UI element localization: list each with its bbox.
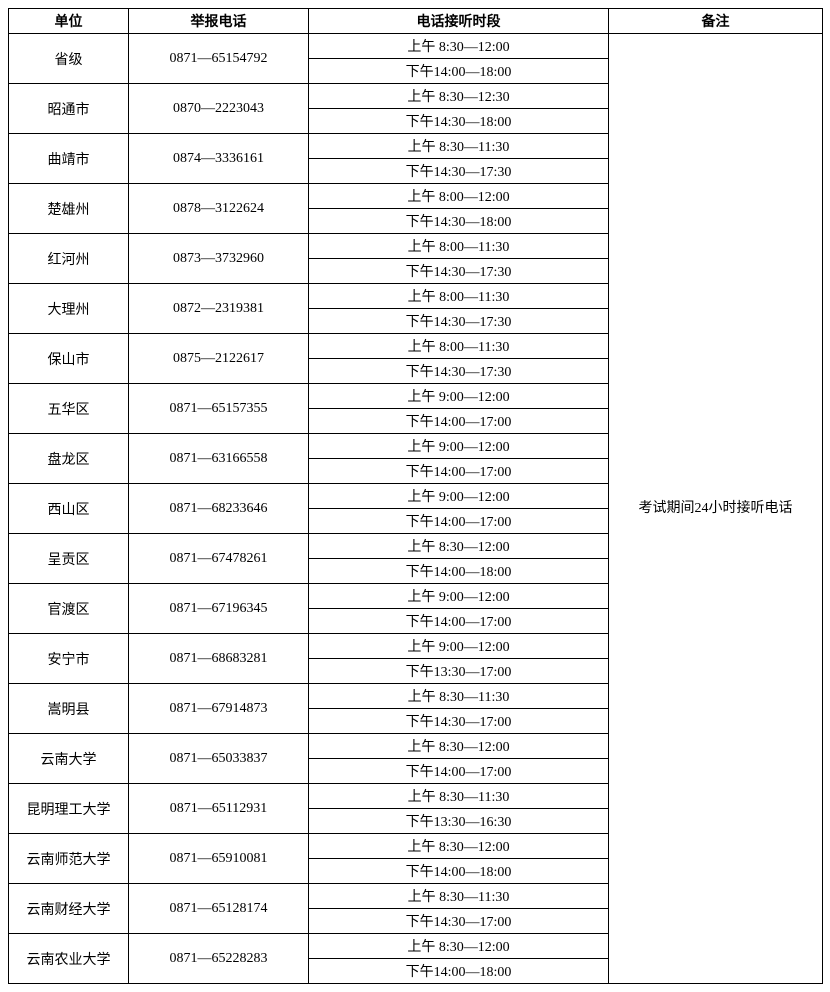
unit-cell: 官渡区 bbox=[9, 584, 129, 634]
time-pm-cell: 下午14:00—18:00 bbox=[309, 59, 609, 84]
unit-cell: 保山市 bbox=[9, 334, 129, 384]
time-pm-cell: 下午14:00—17:00 bbox=[309, 409, 609, 434]
header-unit: 单位 bbox=[9, 9, 129, 34]
unit-cell: 云南农业大学 bbox=[9, 934, 129, 984]
header-time: 电话接听时段 bbox=[309, 9, 609, 34]
phone-cell: 0875—2122617 bbox=[129, 334, 309, 384]
unit-cell: 曲靖市 bbox=[9, 134, 129, 184]
time-am-cell: 上午 8:30—11:30 bbox=[309, 784, 609, 809]
unit-cell: 昆明理工大学 bbox=[9, 784, 129, 834]
unit-cell: 云南师范大学 bbox=[9, 834, 129, 884]
time-am-cell: 上午 9:00—12:00 bbox=[309, 584, 609, 609]
phone-cell: 0871—65033837 bbox=[129, 734, 309, 784]
time-pm-cell: 下午14:00—18:00 bbox=[309, 959, 609, 984]
time-am-cell: 上午 8:30—11:30 bbox=[309, 134, 609, 159]
time-am-cell: 上午 8:30—12:30 bbox=[309, 84, 609, 109]
time-am-cell: 上午 9:00—12:00 bbox=[309, 634, 609, 659]
time-pm-cell: 下午14:00—17:00 bbox=[309, 509, 609, 534]
contact-table: 单位 举报电话 电话接听时段 备注 省级0871—65154792上午 8:30… bbox=[8, 8, 823, 984]
header-remark: 备注 bbox=[609, 9, 823, 34]
time-pm-cell: 下午13:30—17:00 bbox=[309, 659, 609, 684]
time-pm-cell: 下午14:00—17:00 bbox=[309, 759, 609, 784]
unit-cell: 大理州 bbox=[9, 284, 129, 334]
time-pm-cell: 下午14:30—17:30 bbox=[309, 309, 609, 334]
phone-cell: 0878—3122624 bbox=[129, 184, 309, 234]
time-am-cell: 上午 8:00—12:00 bbox=[309, 184, 609, 209]
phone-cell: 0873—3732960 bbox=[129, 234, 309, 284]
phone-cell: 0871—68233646 bbox=[129, 484, 309, 534]
phone-cell: 0871—65154792 bbox=[129, 34, 309, 84]
unit-cell: 嵩明县 bbox=[9, 684, 129, 734]
time-pm-cell: 下午14:30—17:30 bbox=[309, 259, 609, 284]
time-pm-cell: 下午13:30—16:30 bbox=[309, 809, 609, 834]
phone-cell: 0871—65128174 bbox=[129, 884, 309, 934]
time-am-cell: 上午 9:00—12:00 bbox=[309, 384, 609, 409]
unit-cell: 西山区 bbox=[9, 484, 129, 534]
phone-cell: 0871—65910081 bbox=[129, 834, 309, 884]
phone-cell: 0874—3336161 bbox=[129, 134, 309, 184]
time-am-cell: 上午 8:30—12:00 bbox=[309, 834, 609, 859]
unit-cell: 红河州 bbox=[9, 234, 129, 284]
unit-cell: 呈贡区 bbox=[9, 534, 129, 584]
time-am-cell: 上午 8:00—11:30 bbox=[309, 334, 609, 359]
time-am-cell: 上午 9:00—12:00 bbox=[309, 434, 609, 459]
phone-cell: 0871—67914873 bbox=[129, 684, 309, 734]
table-row: 省级0871—65154792上午 8:30—12:00考试期间24小时接听电话 bbox=[9, 34, 823, 59]
unit-cell: 云南财经大学 bbox=[9, 884, 129, 934]
phone-cell: 0872—2319381 bbox=[129, 284, 309, 334]
unit-cell: 昭通市 bbox=[9, 84, 129, 134]
unit-cell: 省级 bbox=[9, 34, 129, 84]
phone-cell: 0870—2223043 bbox=[129, 84, 309, 134]
time-am-cell: 上午 8:30—12:00 bbox=[309, 34, 609, 59]
time-pm-cell: 下午14:00—17:00 bbox=[309, 609, 609, 634]
time-pm-cell: 下午14:00—17:00 bbox=[309, 459, 609, 484]
time-pm-cell: 下午14:30—17:00 bbox=[309, 909, 609, 934]
phone-cell: 0871—67196345 bbox=[129, 584, 309, 634]
time-am-cell: 上午 8:30—12:00 bbox=[309, 534, 609, 559]
unit-cell: 云南大学 bbox=[9, 734, 129, 784]
time-am-cell: 上午 8:30—12:00 bbox=[309, 934, 609, 959]
remark-cell: 考试期间24小时接听电话 bbox=[609, 34, 823, 984]
time-am-cell: 上午 9:00—12:00 bbox=[309, 484, 609, 509]
header-row: 单位 举报电话 电话接听时段 备注 bbox=[9, 9, 823, 34]
unit-cell: 五华区 bbox=[9, 384, 129, 434]
time-pm-cell: 下午14:00—18:00 bbox=[309, 559, 609, 584]
unit-cell: 盘龙区 bbox=[9, 434, 129, 484]
header-phone: 举报电话 bbox=[129, 9, 309, 34]
time-pm-cell: 下午14:30—18:00 bbox=[309, 209, 609, 234]
unit-cell: 楚雄州 bbox=[9, 184, 129, 234]
time-pm-cell: 下午14:30—18:00 bbox=[309, 109, 609, 134]
time-pm-cell: 下午14:30—17:30 bbox=[309, 159, 609, 184]
time-am-cell: 上午 8:30—11:30 bbox=[309, 684, 609, 709]
phone-cell: 0871—63166558 bbox=[129, 434, 309, 484]
phone-cell: 0871—67478261 bbox=[129, 534, 309, 584]
time-pm-cell: 下午14:30—17:30 bbox=[309, 359, 609, 384]
phone-cell: 0871—65157355 bbox=[129, 384, 309, 434]
phone-cell: 0871—65228283 bbox=[129, 934, 309, 984]
phone-cell: 0871—65112931 bbox=[129, 784, 309, 834]
time-am-cell: 上午 8:30—12:00 bbox=[309, 734, 609, 759]
time-am-cell: 上午 8:30—11:30 bbox=[309, 884, 609, 909]
time-pm-cell: 下午14:00—18:00 bbox=[309, 859, 609, 884]
time-am-cell: 上午 8:00—11:30 bbox=[309, 284, 609, 309]
unit-cell: 安宁市 bbox=[9, 634, 129, 684]
phone-cell: 0871—68683281 bbox=[129, 634, 309, 684]
time-am-cell: 上午 8:00—11:30 bbox=[309, 234, 609, 259]
time-pm-cell: 下午14:30—17:00 bbox=[309, 709, 609, 734]
